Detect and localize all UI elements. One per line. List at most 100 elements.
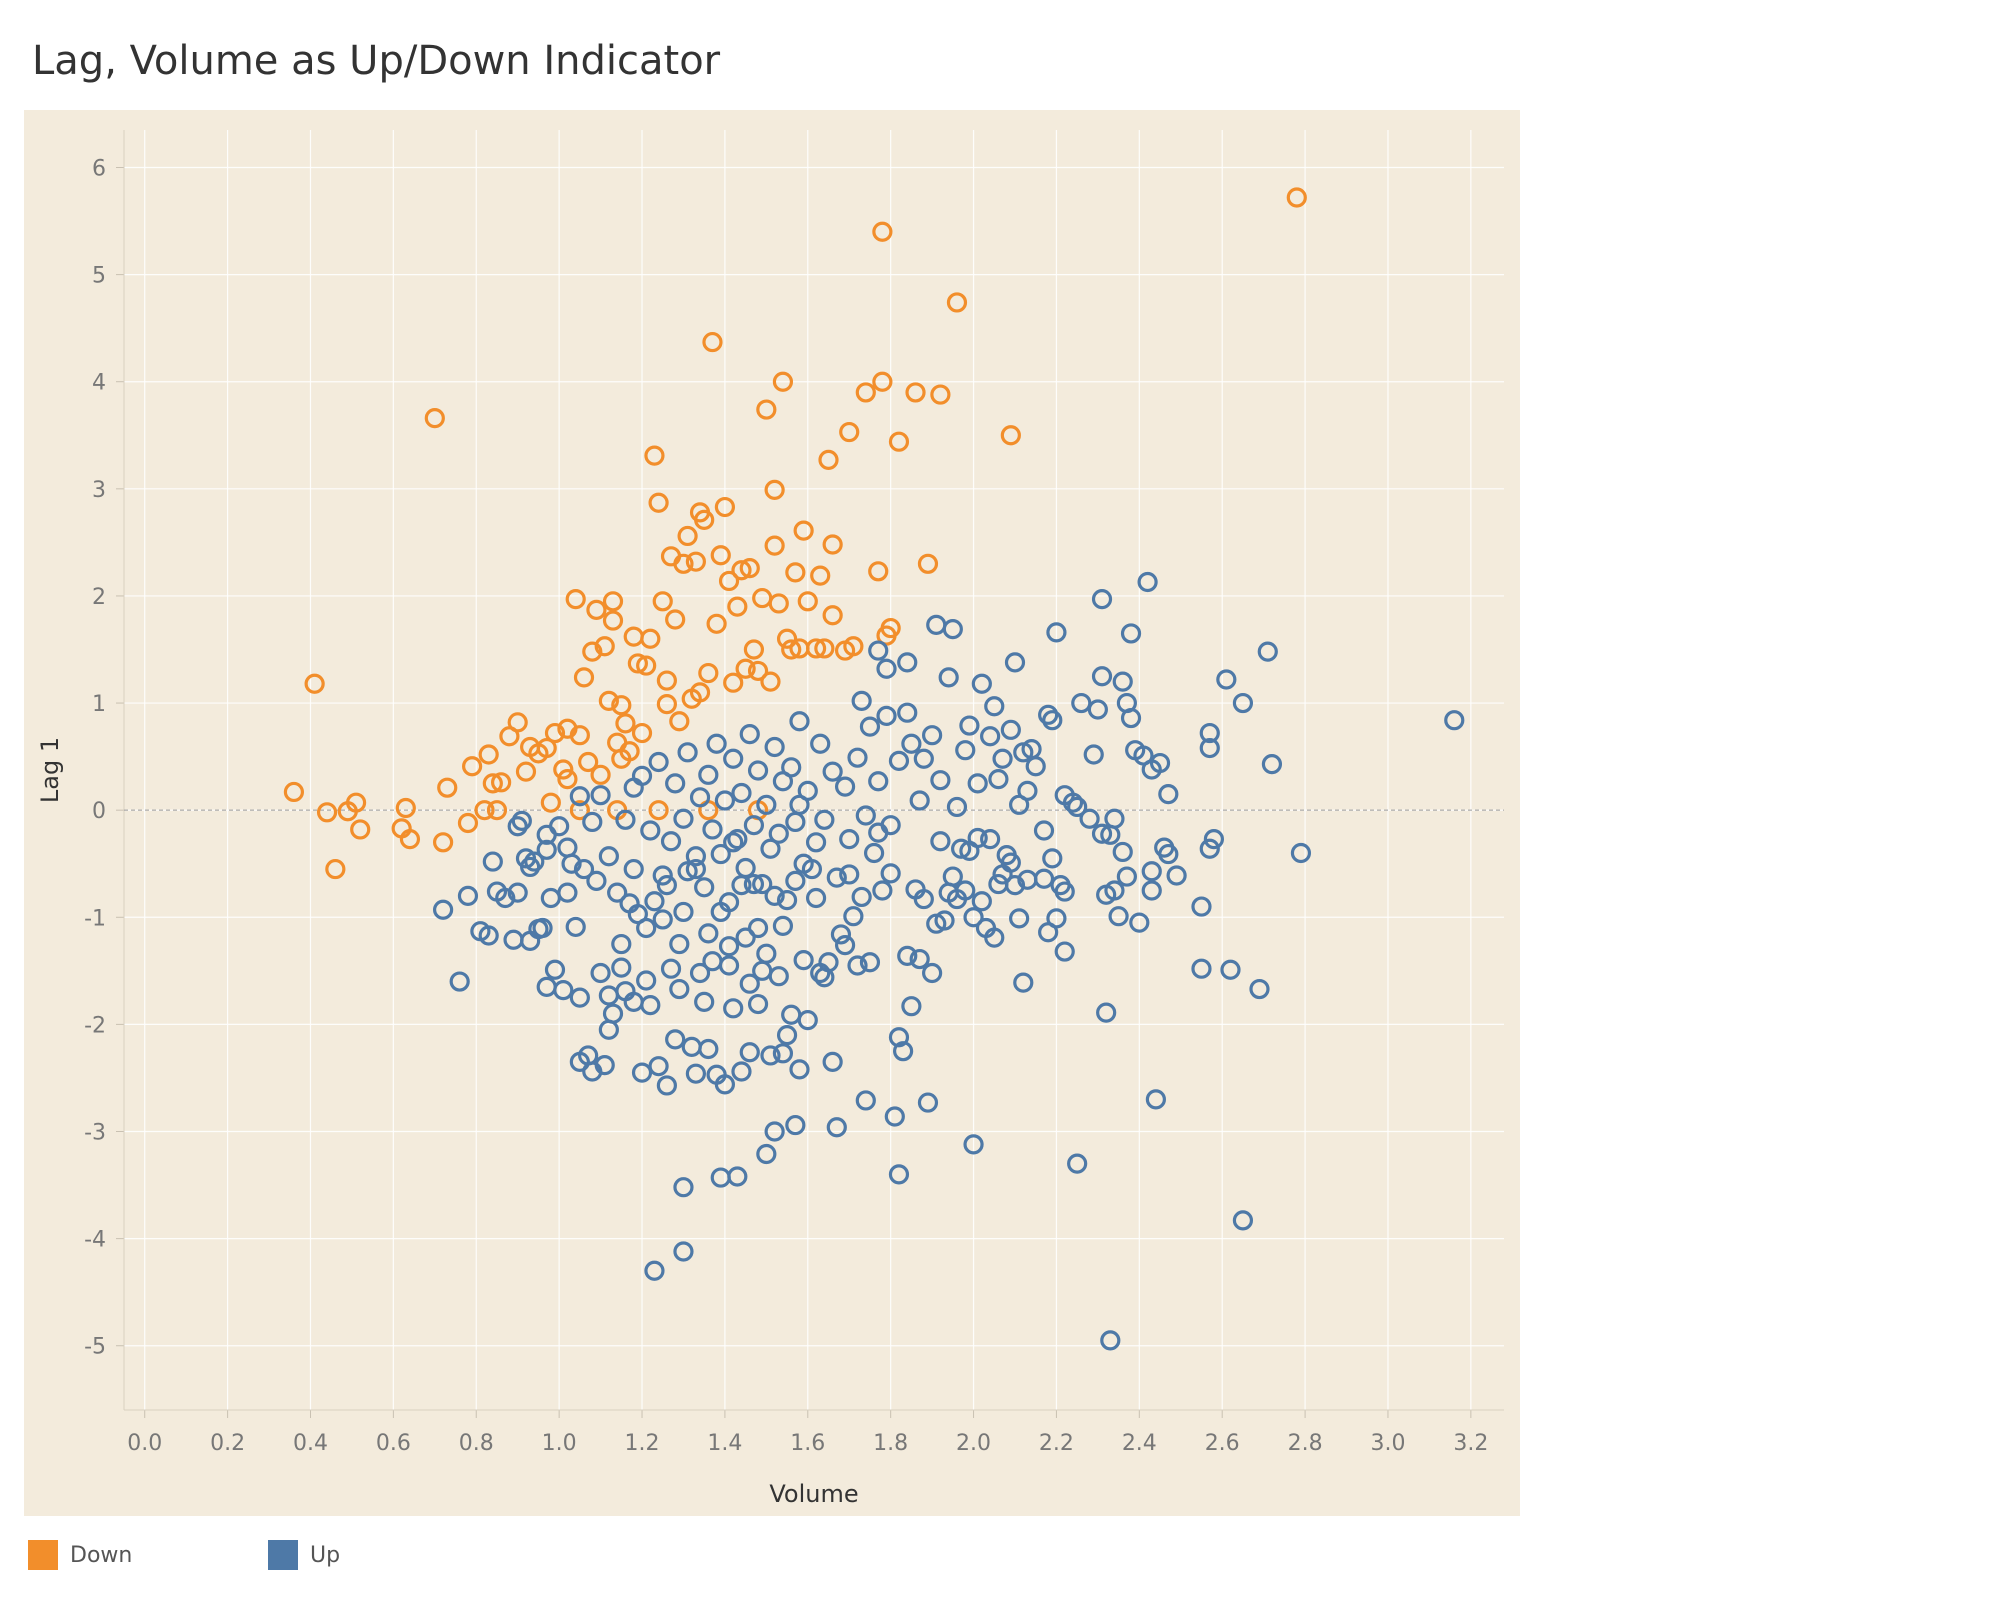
data-point-up: [971, 673, 992, 694]
data-point-down: [868, 561, 889, 582]
data-point-down: [644, 445, 665, 466]
data-point-up: [1017, 780, 1038, 801]
data-point-up: [1112, 841, 1133, 863]
data-point-up: [685, 858, 706, 880]
data-point-up: [648, 1056, 669, 1077]
data-point-up: [876, 658, 897, 679]
data-point-up: [772, 1043, 794, 1064]
x-tick-label: 2.8: [1288, 1431, 1323, 1456]
data-point-down: [710, 545, 731, 566]
data-point-up: [930, 831, 951, 852]
data-point-up: [553, 980, 574, 1001]
data-point-down: [602, 591, 624, 612]
data-point-up: [756, 943, 777, 964]
data-point-up: [520, 856, 541, 878]
data-point-up: [739, 724, 760, 745]
data-point-up: [507, 816, 528, 837]
legend: Down Up: [28, 1540, 508, 1570]
data-point-up: [739, 973, 760, 994]
data-point-up: [573, 858, 595, 880]
data-point-down: [648, 800, 669, 821]
data-point-down: [598, 690, 619, 712]
data-point-down: [437, 777, 458, 798]
data-point-up: [743, 873, 765, 895]
data-point-down: [772, 371, 794, 392]
data-point-up: [557, 882, 578, 903]
data-point-down: [619, 741, 640, 762]
x-tick-label: 0.4: [293, 1431, 328, 1456]
data-point-up: [959, 715, 980, 736]
y-tick-label: 1: [92, 692, 106, 717]
data-point-down: [818, 449, 839, 471]
data-point-down: [747, 660, 769, 682]
data-point-up: [1199, 722, 1220, 744]
data-point-down: [544, 722, 566, 744]
x-tick-label: 2.6: [1205, 1431, 1240, 1456]
data-point-down: [602, 610, 624, 631]
data-point-up: [934, 910, 955, 931]
data-point-down: [627, 653, 648, 674]
data-point-down: [569, 725, 590, 746]
data-point-up: [814, 809, 835, 830]
y-tick-label: -2: [84, 1013, 106, 1038]
y-tick-label: -4: [84, 1228, 106, 1253]
data-point-up: [984, 927, 1005, 948]
x-tick-label: 3.0: [1370, 1431, 1405, 1456]
data-point-up: [743, 815, 765, 836]
data-point-down: [723, 672, 744, 693]
data-point-up: [1054, 881, 1075, 902]
y-tick-label: 6: [92, 156, 106, 181]
data-point-up: [922, 962, 943, 984]
data-point-down: [698, 662, 719, 684]
data-point-up: [544, 959, 566, 980]
data-point-down: [822, 534, 843, 555]
data-point-down: [325, 858, 346, 880]
data-point-up: [909, 790, 930, 811]
data-point-down: [636, 655, 657, 676]
x-tick-label: 0.6: [376, 1431, 411, 1456]
x-tick-label: 2.4: [1122, 1431, 1157, 1456]
data-point-up: [532, 917, 553, 939]
legend-label-up: Up: [310, 1542, 341, 1568]
data-point-down: [304, 673, 325, 694]
data-point-up: [673, 1177, 694, 1198]
data-point-up: [955, 880, 976, 901]
data-point-up: [897, 945, 918, 966]
data-point-down: [631, 722, 653, 744]
data-point-up: [557, 837, 578, 858]
data-point-down: [888, 431, 910, 452]
data-point-up: [1046, 908, 1067, 929]
data-point-up: [615, 809, 636, 830]
x-tick-label: 1.2: [625, 1431, 660, 1456]
data-point-up: [1203, 828, 1225, 850]
data-point-up: [640, 820, 661, 841]
legend-item-down[interactable]: Down: [28, 1540, 268, 1570]
data-point-up: [984, 696, 1005, 717]
data-point-up: [673, 808, 694, 829]
data-point-up: [694, 877, 715, 898]
data-point-down: [578, 751, 599, 773]
data-point-down: [652, 591, 673, 612]
data-point-up: [756, 794, 777, 815]
data-point-up: [631, 765, 653, 786]
data-point-up: [698, 764, 719, 785]
data-point-down: [797, 591, 818, 612]
data-point-down: [540, 792, 561, 813]
data-point-up: [673, 1241, 694, 1262]
data-point-up: [834, 776, 856, 797]
data-point-up: [590, 785, 611, 806]
legend-item-up[interactable]: Up: [268, 1540, 508, 1570]
x-tick-label: 0.0: [127, 1431, 162, 1456]
data-point-up: [764, 1121, 785, 1142]
data-point-down: [615, 713, 636, 734]
data-point-up: [818, 952, 839, 973]
data-point-up: [689, 962, 711, 984]
data-point-up: [980, 726, 1001, 747]
data-point-up: [797, 1010, 818, 1031]
data-point-up: [623, 858, 644, 880]
y-axis-label: Lag 1: [36, 737, 64, 803]
x-tick-label: 3.2: [1453, 1431, 1488, 1456]
data-point-up: [963, 1134, 984, 1155]
chart-title: Lag, Volume as Up/Down Indicator: [32, 38, 721, 84]
data-point-down: [582, 641, 603, 662]
